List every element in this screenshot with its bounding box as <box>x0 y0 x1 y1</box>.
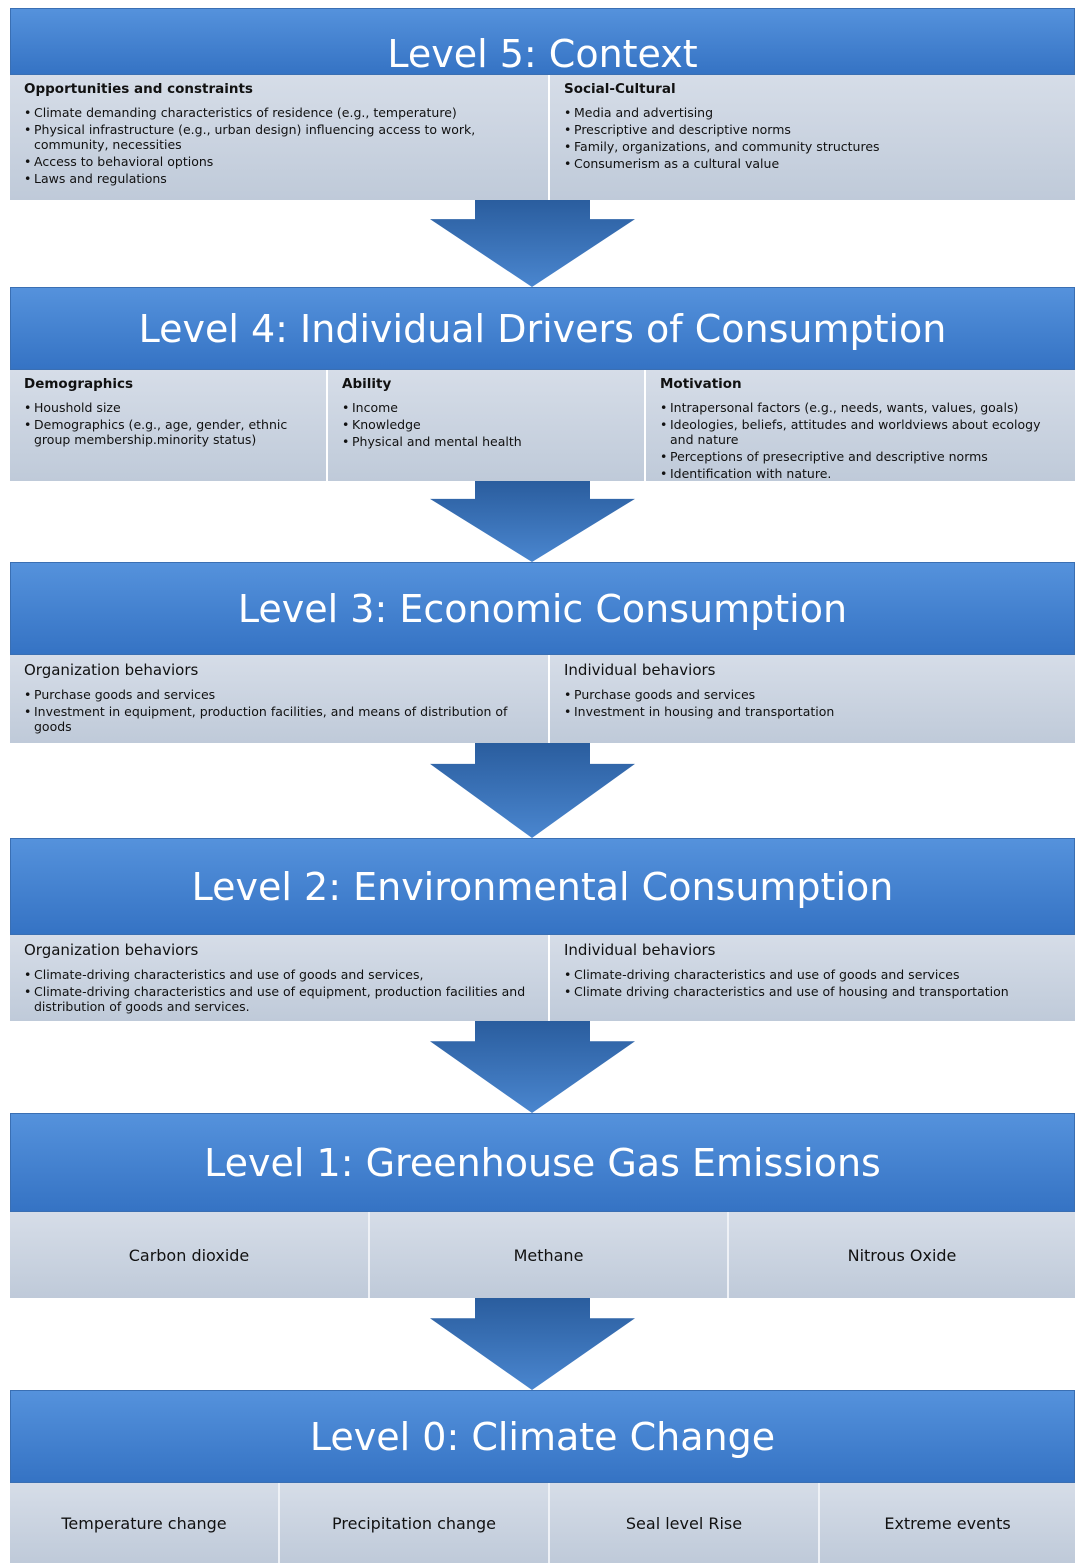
bullet-item: Investment in equipment, production faci… <box>24 704 538 734</box>
down-arrow <box>430 1021 635 1113</box>
cell: Carbon dioxide <box>10 1212 370 1298</box>
bullet-list: Purchase goods and services Investment in… <box>24 687 538 734</box>
arrow-shape <box>430 200 635 287</box>
bullet-item: Ideologies, beliefs, attitudes and world… <box>660 417 1065 447</box>
column-heading: Individual behaviors <box>564 661 716 679</box>
column-heading: Organization behaviors <box>24 661 199 679</box>
column: Individual behaviors Purchase goods and s… <box>550 655 1075 743</box>
bullet-item: Intrapersonal factors (e.g., needs, want… <box>660 400 1065 415</box>
level-title: Level 1: Greenhouse Gas Emissions <box>10 1113 1075 1212</box>
column: Motivation Intrapersonal factors (e.g., n… <box>646 370 1075 481</box>
level-panel: Carbon dioxide Methane Nitrous Oxide <box>10 1212 1075 1298</box>
bullet-item: Climate-driving characteristics and use … <box>564 967 1065 982</box>
column: Organization behaviors Purchase goods and… <box>10 655 550 743</box>
arrow-shape <box>430 743 635 838</box>
bullet-list: Media and advertising Prescriptive and de… <box>564 105 1065 171</box>
bullet-item: Investment in housing and transportation <box>564 704 1065 719</box>
bullet-list: Income Knowledge Physical and mental healt… <box>342 400 634 449</box>
bullet-list: Houshold size Demographics (e.g., age, ge… <box>24 400 316 447</box>
column: Ability Income Knowledge Physical and menta… <box>328 370 646 481</box>
level-panel: Organization behaviors Purchase goods and… <box>10 655 1075 743</box>
arrow-shape <box>430 481 635 562</box>
column-heading: Opportunities and constraints <box>24 81 253 97</box>
column: Opportunities and constraints Climate dem… <box>10 75 550 200</box>
cell: Methane <box>370 1212 729 1298</box>
bullet-item: Income <box>342 400 634 415</box>
down-arrow <box>430 743 635 838</box>
level-panel: Temperature change Precipitation change Se… <box>10 1483 1075 1563</box>
bullet-item: Demographics (e.g., age, gender, ethnic … <box>24 417 316 447</box>
bullet-item: Laws and regulations <box>24 171 538 186</box>
level-title: Level 5: Context <box>10 8 1075 75</box>
bullet-list: Climate-driving characteristics and use … <box>24 967 538 1014</box>
level-title: Level 2: Environmental Consumption <box>10 838 1075 935</box>
arrow-shape <box>430 1021 635 1113</box>
level-title: Level 0: Climate Change <box>10 1390 1075 1483</box>
cell: Nitrous Oxide <box>729 1212 1075 1298</box>
bullet-item: Purchase goods and services <box>24 687 538 702</box>
bullet-item: Physical infrastructure (e.g., urban des… <box>24 122 538 152</box>
bullet-list: Purchase goods and services Investment in… <box>564 687 1065 719</box>
bullet-item: Climate-driving characteristics and use … <box>24 984 538 1014</box>
down-arrow <box>430 1298 635 1390</box>
column: Demographics Houshold size Demographics (e… <box>10 370 328 481</box>
cell: Temperature change <box>10 1483 280 1563</box>
down-arrow <box>430 481 635 562</box>
bullet-item: Perceptions of presecriptive and descrip… <box>660 449 1065 464</box>
column-heading: Social-Cultural <box>564 81 676 97</box>
cell: Precipitation change <box>280 1483 550 1563</box>
level-panel: Organization behaviors Climate-driving ch… <box>10 935 1075 1021</box>
bullet-item: Climate driving characteristics and use … <box>564 984 1065 999</box>
bullet-item: Climate-driving characteristics and use … <box>24 967 538 982</box>
column: Social-Cultural Media and advertising Pres… <box>550 75 1075 200</box>
column-heading: Demographics <box>24 376 134 392</box>
level-title: Level 4: Individual Drivers of Consumpti… <box>10 287 1075 370</box>
bullet-list: Intrapersonal factors (e.g., needs, want… <box>660 400 1065 481</box>
bullet-item: Climate demanding characteristics of res… <box>24 105 538 120</box>
bullet-item: Prescriptive and descriptive norms <box>564 122 1065 137</box>
bullet-item: Access to behavioral options <box>24 154 538 169</box>
bullet-item: Purchase goods and services <box>564 687 1065 702</box>
bullet-item: Identification with nature. <box>660 466 1065 481</box>
bullet-item: Media and advertising <box>564 105 1065 120</box>
column: Organization behaviors Climate-driving ch… <box>10 935 550 1021</box>
level-panel: Demographics Houshold size Demographics (e… <box>10 370 1075 481</box>
level-panel: Opportunities and constraints Climate dem… <box>10 75 1075 200</box>
bullet-item: Knowledge <box>342 417 634 432</box>
bullet-item: Physical and mental health <box>342 434 634 449</box>
column-heading: Motivation <box>660 376 742 392</box>
bullet-list: Climate demanding characteristics of res… <box>24 105 538 186</box>
bullet-item: Houshold size <box>24 400 316 415</box>
column-heading: Organization behaviors <box>24 941 199 959</box>
column-heading: Ability <box>342 376 392 392</box>
level-title: Level 3: Economic Consumption <box>10 562 1075 655</box>
down-arrow <box>430 200 635 287</box>
bullet-list: Climate-driving characteristics and use … <box>564 967 1065 999</box>
cell: Seal level Rise <box>550 1483 820 1563</box>
column: Individual behaviors Climate-driving char… <box>550 935 1075 1021</box>
bullet-item: Consumerism as a cultural value <box>564 156 1065 171</box>
arrow-shape <box>430 1298 635 1390</box>
column-heading: Individual behaviors <box>564 941 716 959</box>
cell: Extreme events <box>820 1483 1075 1563</box>
bullet-item: Family, organizations, and community str… <box>564 139 1065 154</box>
